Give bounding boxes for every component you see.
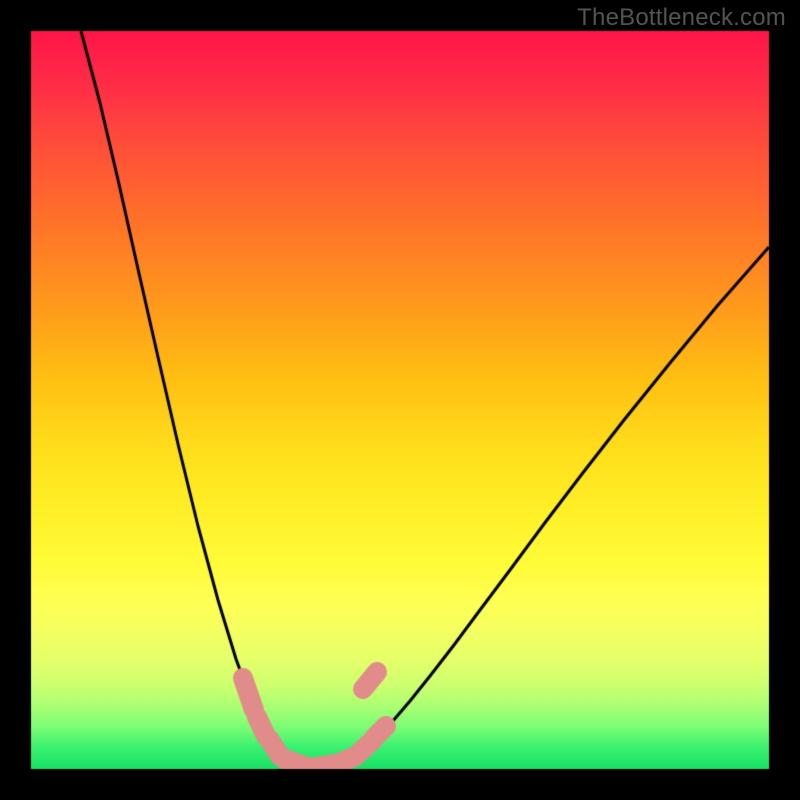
watermark-text: TheBottleneck.com: [577, 4, 786, 32]
bottleneck-chart-canvas: [0, 0, 800, 800]
